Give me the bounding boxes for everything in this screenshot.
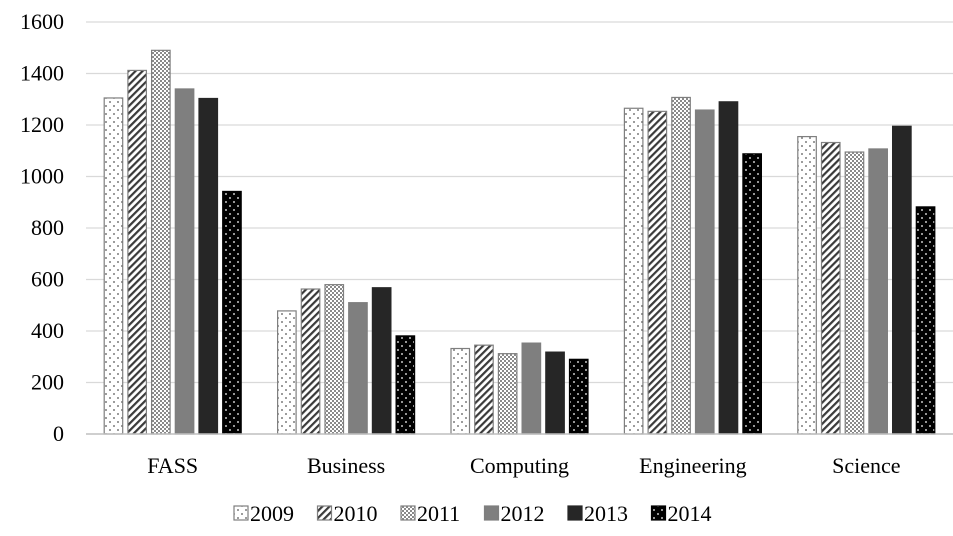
legend-label: 2009 [250,501,294,526]
bar-2009-business [277,310,297,435]
legend-item-2013: 2013 [567,501,628,526]
legend-label: 2013 [584,501,628,526]
y-tick-label: 400 [31,318,64,343]
x-category-label: FASS [147,453,198,478]
x-category-label: Science [832,453,900,478]
y-tick-label: 600 [31,267,64,292]
legend-item-2014: 2014 [650,501,712,526]
bar-2014-fass [222,190,242,435]
y-axis: 0 200 400 600 800 1000 1200 1400 1600 [20,9,64,446]
bar-2010-business [300,288,321,435]
bar-2012-engineering [694,109,715,435]
x-category-label: Business [307,453,385,478]
bar-2011-business [324,284,345,435]
bar-2011-computing [497,353,518,435]
legend-item-2010: 2010 [316,501,378,526]
y-tick-label: 200 [31,370,64,395]
bar-2009-fass [103,97,124,435]
legend-label: 2014 [668,501,712,526]
bar-2014-science [915,206,936,435]
bar-2014-engineering [742,153,763,435]
legend-swatch [650,505,667,521]
y-tick-label: 0 [53,421,64,446]
legend-label: 2010 [334,501,378,526]
bar-2009-engineering [623,107,644,435]
y-tick-label: 1400 [20,61,64,86]
y-tick-label: 1600 [20,9,64,34]
legend-item-2012: 2012 [483,501,545,526]
bar-2014-business [395,335,416,435]
bar-2013-engineering [718,101,739,435]
x-axis: FASS Business Computing Engineering Science [86,433,953,478]
legend-swatch [316,505,333,521]
legend-label: 2011 [417,501,460,526]
bar-2013-fass [198,97,219,435]
bar-2014-computing [568,358,589,435]
bar-2010-computing [474,344,494,435]
bar-2011-science [844,151,865,435]
bar-2012-computing [521,342,542,435]
bar-2010-fass [127,69,148,435]
bar-2011-engineering [671,96,691,435]
legend-swatch [233,505,249,521]
legend-swatch [483,505,500,521]
x-category-label: Engineering [639,453,747,478]
bar-2010-science [820,141,841,435]
bars [103,49,936,435]
bar-2009-science [797,135,817,435]
bar-2013-computing [545,351,565,435]
bar-2013-business [371,287,392,435]
y-tick-label: 1200 [20,112,64,137]
legend: 2009 2010 2011 2012 2013 2014 [233,501,712,526]
bar-2009-computing [450,347,471,435]
x-category-label: Computing [470,453,569,478]
bar-2012-science [868,148,889,435]
legend-item-2011: 2011 [400,501,460,526]
bar-2011-fass [151,49,171,435]
legend-item-2009: 2009 [233,501,294,526]
bar-2010-engineering [647,110,668,435]
legend-swatch [400,505,416,521]
bar-2013-science [891,125,912,435]
legend-label: 2012 [501,501,545,526]
y-tick-label: 800 [31,215,64,240]
y-tick-label: 1000 [20,164,64,189]
bar-2012-fass [174,88,195,435]
legend-swatch [567,505,583,521]
bar-2012-business [348,302,368,435]
